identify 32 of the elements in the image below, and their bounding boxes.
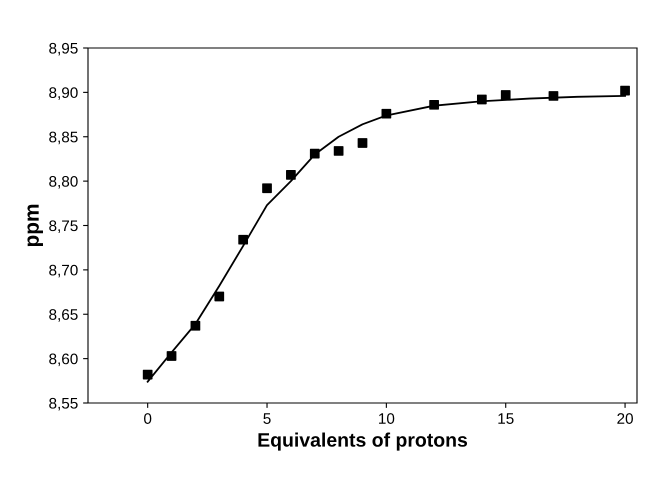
y-tick-label: 8,90 — [49, 87, 78, 100]
point — [476, 94, 487, 104]
point — [190, 320, 200, 331]
y-tick-label: 8,60 — [49, 353, 78, 366]
point — [334, 146, 344, 156]
y-tick-label: 8,80 — [49, 176, 78, 189]
point — [382, 108, 392, 119]
y-tick-label: 8,65 — [49, 309, 78, 322]
point — [238, 234, 248, 245]
x-tick-label: 0 — [144, 413, 152, 424]
point — [142, 370, 153, 380]
x-tick-label: 15 — [498, 413, 514, 424]
point — [166, 351, 176, 361]
y-tick-label: 8,55 — [49, 398, 78, 410]
point — [358, 138, 368, 148]
x-tick-label: 20 — [617, 413, 633, 424]
point — [310, 148, 320, 158]
x-axis-title: Equivalents of protons — [258, 432, 468, 451]
y-tick-label: 8,95 — [49, 42, 78, 56]
y-tick-label: 8,75 — [49, 220, 78, 233]
x-tick-label: 5 — [263, 413, 271, 424]
y-axis-title: ppm — [27, 204, 43, 246]
point — [429, 100, 439, 110]
x-tick-label: 10 — [379, 413, 394, 424]
point — [548, 91, 558, 101]
point — [620, 86, 630, 96]
y-tick-label: 8,70 — [49, 264, 78, 278]
point — [262, 183, 272, 194]
point — [500, 90, 511, 100]
point — [214, 292, 224, 302]
point — [286, 170, 296, 180]
y-tick-label: 8,85 — [49, 132, 78, 144]
